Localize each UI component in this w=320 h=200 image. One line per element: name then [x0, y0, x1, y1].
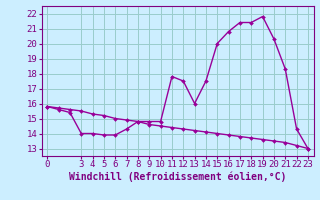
X-axis label: Windchill (Refroidissement éolien,°C): Windchill (Refroidissement éolien,°C)	[69, 172, 286, 182]
